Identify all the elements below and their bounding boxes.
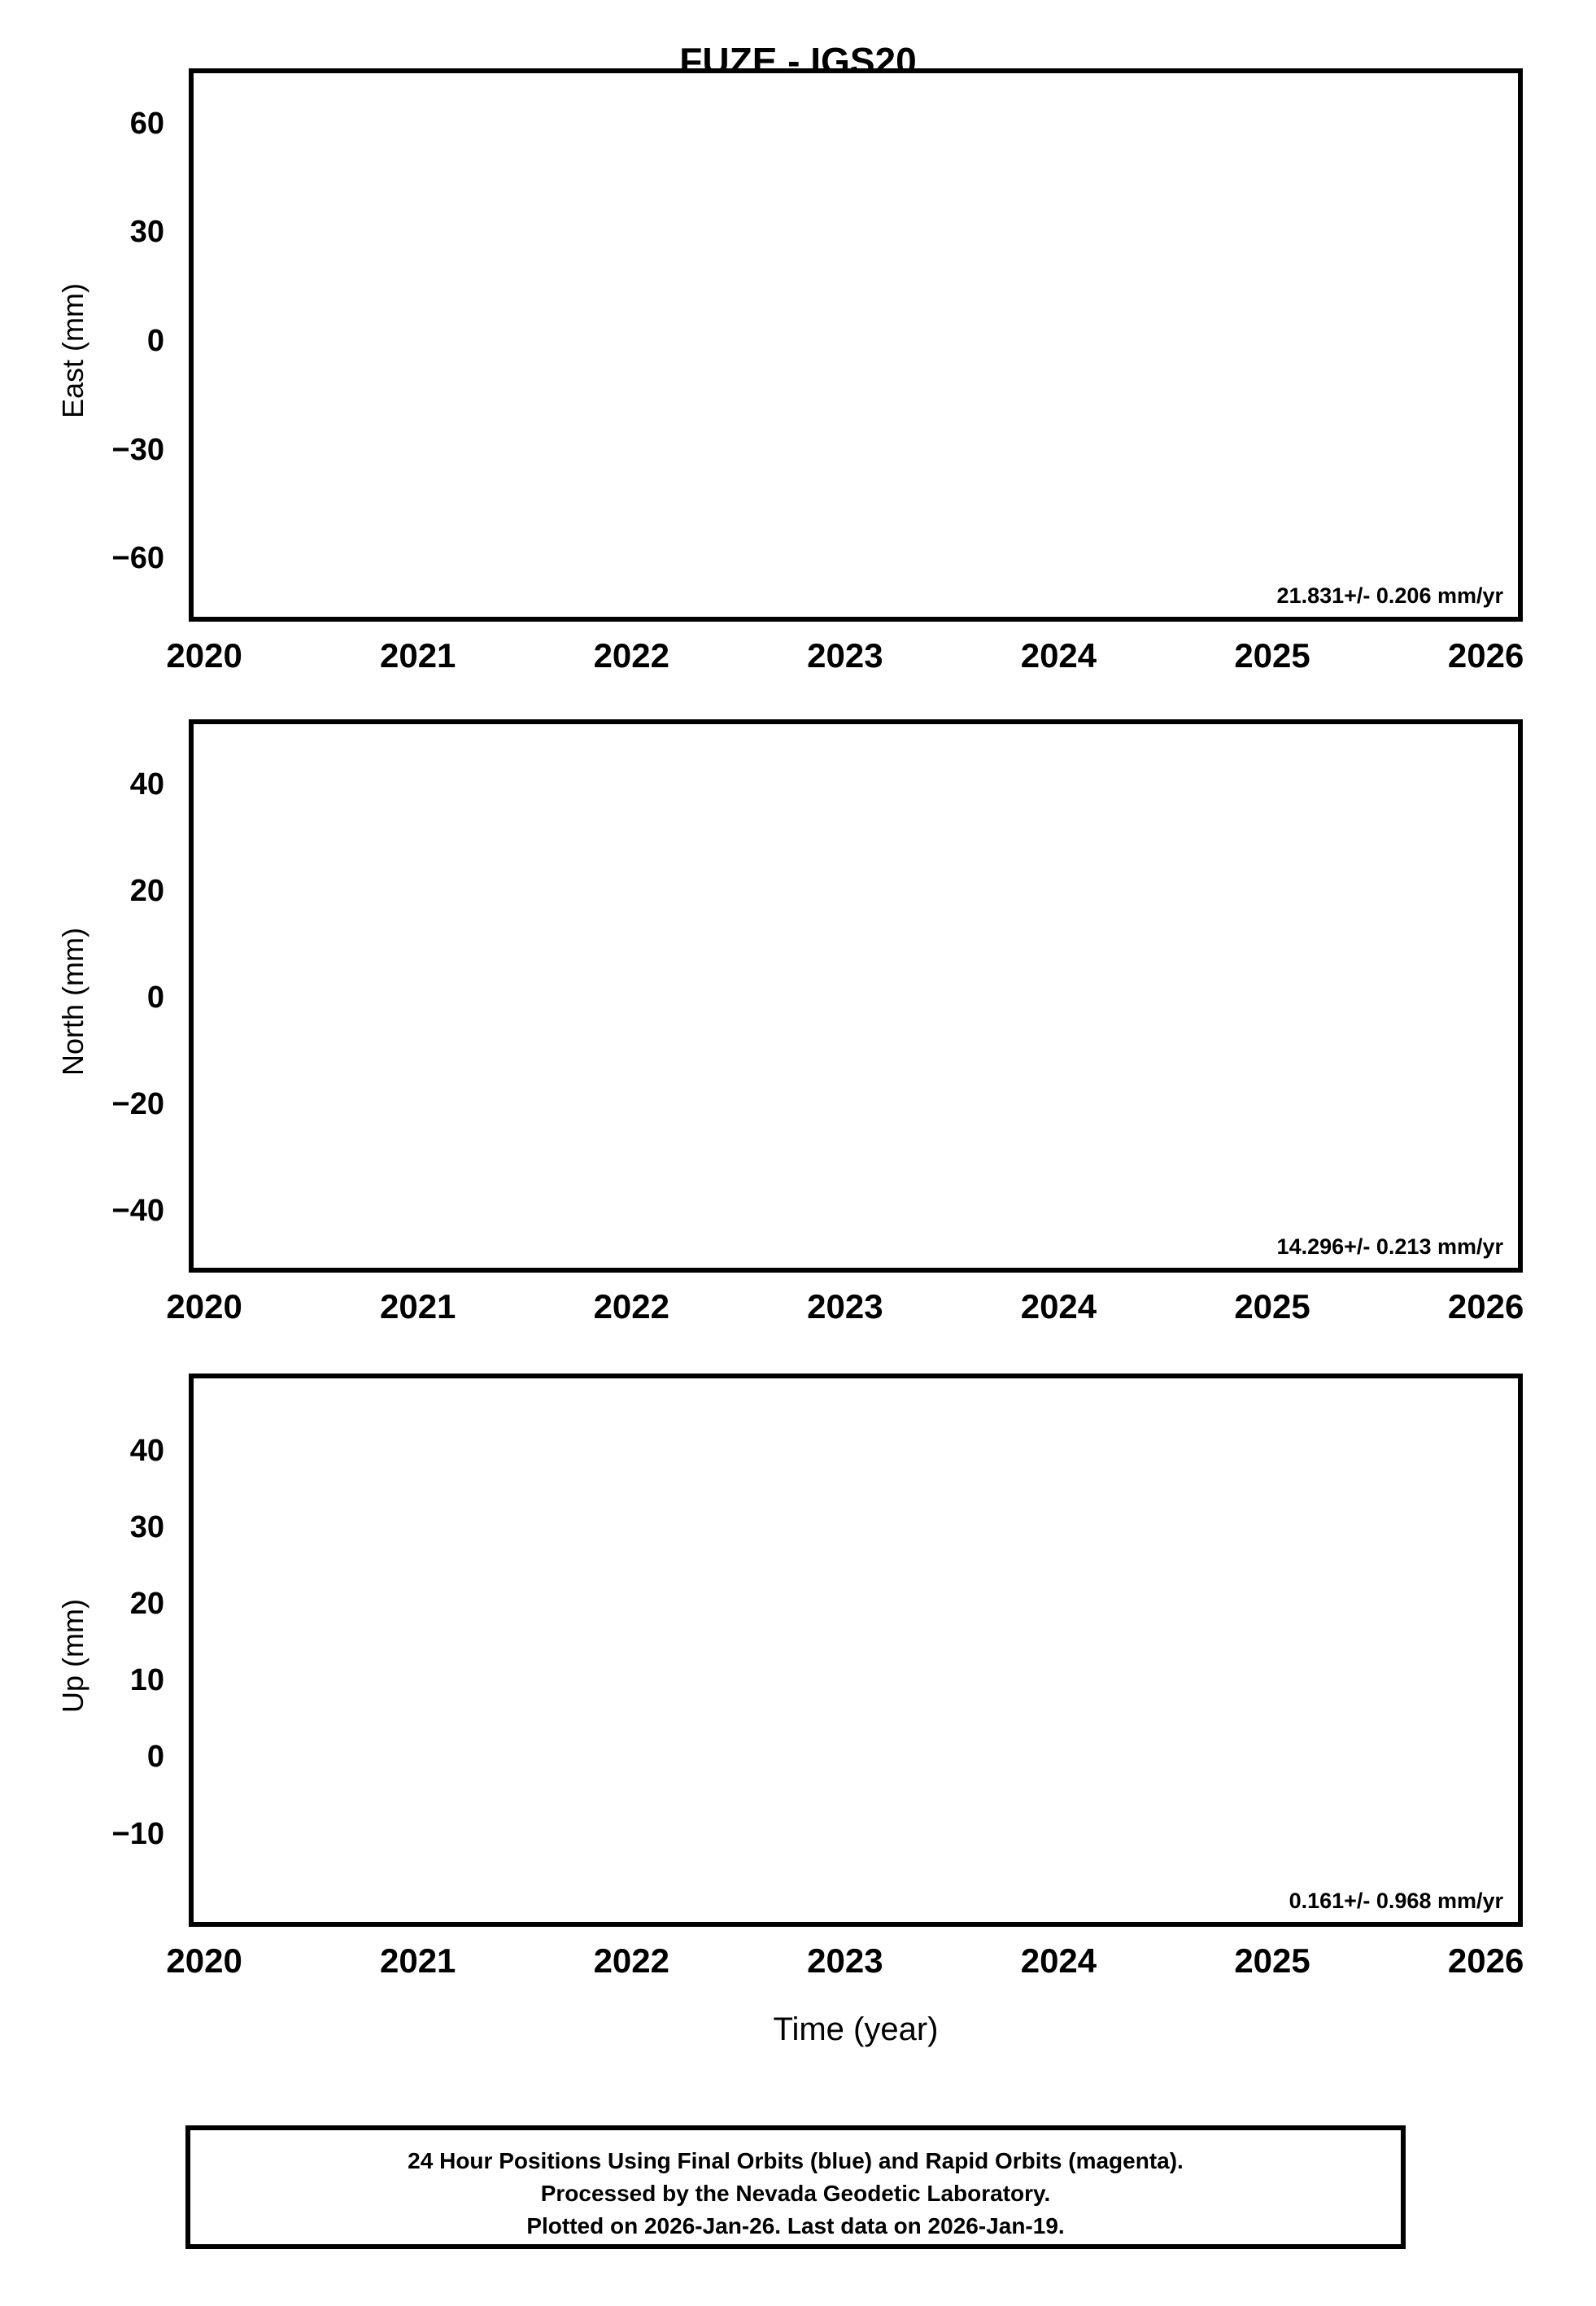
up-xtick-label: 2025 xyxy=(1234,1941,1310,1980)
up-ytick-label: 10 xyxy=(129,1663,164,1698)
east-ytick-label: −60 xyxy=(111,541,164,576)
north-xtick-label: 2021 xyxy=(379,1287,456,1326)
caption-line-2: Processed by the Nevada Geodetic Laborat… xyxy=(540,2181,1051,2206)
up-xtick-label: 2023 xyxy=(807,1941,883,1980)
east-ytick-label: −30 xyxy=(111,432,164,467)
east-ytick-label: 0 xyxy=(146,324,164,358)
panel-north: 14.296+/- 0.213 mm/yr xyxy=(189,719,1523,1273)
east-xtick-label: 2026 xyxy=(1447,636,1524,675)
caption-box: 24 Hour Positions Using Final Orbits (bl… xyxy=(185,2125,1406,2249)
panel-east: 21.831+/- 0.206 mm/yr xyxy=(189,68,1523,622)
north-xtick-label: 2025 xyxy=(1234,1287,1310,1326)
east-ytick-label: 60 xyxy=(129,106,164,141)
caption-line-1: 24 Hour Positions Using Final Orbits (bl… xyxy=(408,2148,1184,2173)
east-xtick-label: 2024 xyxy=(1020,636,1097,675)
caption-line-3: Plotted on 2026-Jan-26. Last data on 202… xyxy=(526,2213,1065,2238)
east-xtick-label: 2021 xyxy=(379,636,456,675)
up-plot-frame xyxy=(189,1374,1523,1927)
up-xtick-label: 2026 xyxy=(1447,1941,1524,1980)
up-ytick-label: 0 xyxy=(146,1740,164,1775)
north-ytick-label: 0 xyxy=(146,980,164,1015)
up-ytick-label: −10 xyxy=(111,1816,164,1851)
east-xtick-label: 2020 xyxy=(166,636,242,675)
north-xtick-label: 2020 xyxy=(166,1287,242,1326)
up-ytick-label: 30 xyxy=(129,1510,164,1545)
up-xtick-label: 2021 xyxy=(379,1941,456,1980)
north-xtick-label: 2023 xyxy=(807,1287,883,1326)
east-ytick-label: 30 xyxy=(129,215,164,250)
north-xtick-label: 2026 xyxy=(1447,1287,1524,1326)
north-xtick-label: 2022 xyxy=(593,1287,669,1326)
x-axis-title: Time (year) xyxy=(773,2011,939,2047)
up-axis-label: Up (mm) xyxy=(56,1599,89,1713)
up-ytick-label: 40 xyxy=(129,1434,164,1469)
east-xtick-label: 2023 xyxy=(807,636,883,675)
east-rate-label: 21.831+/- 0.206 mm/yr xyxy=(1276,583,1503,608)
east-xtick-label: 2025 xyxy=(1234,636,1310,675)
north-rate-label: 14.296+/- 0.213 mm/yr xyxy=(1276,1234,1503,1259)
north-ytick-label: −20 xyxy=(111,1086,164,1121)
up-xtick-label: 2024 xyxy=(1020,1941,1097,1980)
east-plot-frame xyxy=(189,68,1523,622)
up-rate-label: 0.161+/- 0.968 mm/yr xyxy=(1289,1889,1503,1913)
east-xtick-label: 2022 xyxy=(593,636,669,675)
north-ytick-label: 20 xyxy=(129,873,164,908)
up-ytick-label: 20 xyxy=(129,1587,164,1622)
north-ytick-label: 40 xyxy=(129,766,164,801)
up-xtick-label: 2020 xyxy=(166,1941,242,1980)
north-xtick-label: 2024 xyxy=(1020,1287,1097,1326)
north-plot-frame xyxy=(189,719,1523,1273)
north-ytick-label: −40 xyxy=(111,1193,164,1228)
up-xtick-label: 2022 xyxy=(593,1941,669,1980)
panel-up: 0.161+/- 0.968 mm/yr xyxy=(189,1374,1523,1927)
